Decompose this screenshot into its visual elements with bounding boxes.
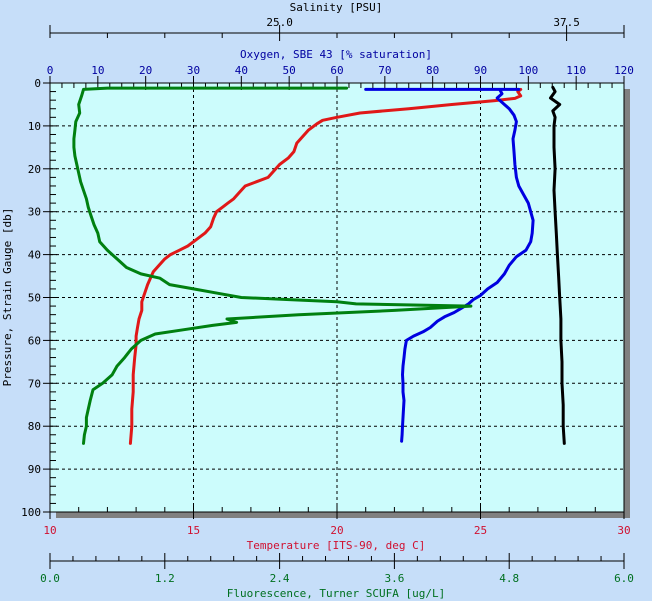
oxygen-tick-label: 30: [187, 64, 200, 77]
y-tick-label: 10: [28, 120, 41, 133]
fluorescence-tick-label: 1.2: [155, 572, 175, 585]
oxygen-tick-label: 120: [614, 64, 634, 77]
oxygen-tick-label: 60: [330, 64, 343, 77]
y-tick-label: 80: [28, 420, 41, 433]
y-tick-label: 50: [28, 292, 41, 305]
fluorescence-tick-label: 6.0: [614, 572, 634, 585]
fluorescence-tick-label: 2.4: [270, 572, 290, 585]
fluorescence-line: [72, 86, 473, 445]
temperature-line: [128, 87, 523, 445]
temperature-tick-label: 15: [187, 524, 200, 537]
bottom-axes: 10 15 20 25 30 0.0 1.2 2.4 3.6 4.8 6.0: [40, 505, 634, 585]
pressure-axis-title: Pressure, Strain Gauge [db]: [1, 208, 14, 387]
y-tick-label: 0: [34, 77, 41, 90]
oxygen-tick-label: 100: [518, 64, 538, 77]
oxygen-tick-label: 10: [91, 64, 104, 77]
temperature-tick-label: 20: [330, 524, 343, 537]
salinity-tick-label: 25.0: [266, 16, 293, 29]
y-tick-label: 90: [28, 463, 41, 476]
temperature-tick-label: 25: [474, 524, 487, 537]
temperature-tick-label: 10: [43, 524, 56, 537]
fluorescence-tick-label: 0.0: [40, 572, 60, 585]
fluorescence-tick-label: 3.6: [384, 572, 404, 585]
y-tick-label: 60: [28, 334, 41, 347]
y-tick-label: 30: [28, 206, 41, 219]
salinity-axis-title: Salinity [PSU]: [290, 1, 383, 14]
plot-area: [49, 82, 625, 513]
fluorescence-tick-label: 4.8: [499, 572, 519, 585]
oxygen-tick-label: 70: [378, 64, 391, 77]
oxygen-tick-label: 50: [283, 64, 296, 77]
y-tick-label: 20: [28, 163, 41, 176]
top-axes: 25.0 37.5 0 10 20 30 40 50 60 70 80 90 100 110 120: [47, 16, 634, 90]
y-tick-label: 40: [28, 249, 41, 262]
oxygen-tick-label: 110: [566, 64, 586, 77]
oxygen-line: [364, 87, 535, 443]
salinity-line: [549, 85, 566, 445]
salinity-tick-label: 37.5: [553, 16, 580, 29]
oxygen-tick-label: 80: [426, 64, 439, 77]
temperature-axis-title: Temperature [ITS-90, deg C]: [247, 539, 426, 552]
oxygen-tick-label: 20: [139, 64, 152, 77]
y-tick-label: 70: [28, 377, 41, 390]
pressure-axis: 0 10 20 30 40 50 60 70 80 90 100: [21, 77, 57, 519]
oxygen-tick-label: 90: [474, 64, 487, 77]
data-series: [72, 85, 566, 445]
oxygen-axis-title: Oxygen, SBE 43 [% saturation]: [240, 48, 432, 61]
oxygen-tick-label: 40: [235, 64, 248, 77]
y-tick-label: 100: [21, 506, 41, 519]
temperature-tick-label: 30: [617, 524, 630, 537]
fluorescence-axis-title: Fluorescence, Turner SCUFA [ug/L]: [227, 587, 446, 600]
oxygen-tick-label: 0: [47, 64, 54, 77]
